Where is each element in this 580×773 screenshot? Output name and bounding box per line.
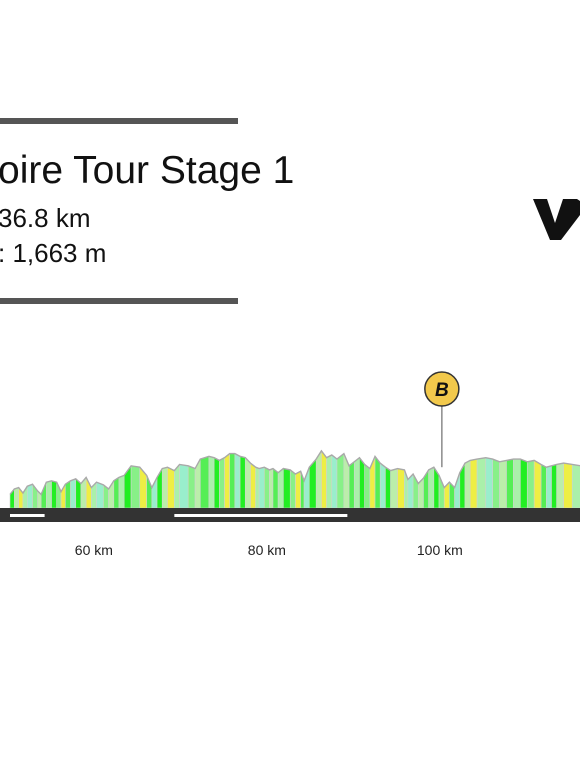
profile-segment bbox=[379, 462, 386, 509]
profile-segment bbox=[533, 459, 542, 509]
km-label: 100 km bbox=[417, 542, 463, 558]
profile-segment bbox=[315, 449, 322, 509]
profile-segment bbox=[485, 457, 493, 509]
stage-elevation-gain: : 1,663 m bbox=[0, 238, 107, 268]
profile-segment bbox=[264, 466, 270, 509]
profile-segment bbox=[454, 472, 461, 509]
km-label: 80 km bbox=[248, 542, 286, 558]
profile-segment bbox=[277, 467, 284, 509]
profile-segment bbox=[321, 449, 327, 509]
profile-segment bbox=[295, 470, 301, 509]
profile-segment bbox=[331, 454, 338, 509]
profile-segment bbox=[374, 455, 381, 509]
profile-segment bbox=[174, 463, 180, 509]
profile-segment bbox=[545, 465, 552, 509]
profile-segment bbox=[469, 458, 478, 509]
profile-segment bbox=[464, 459, 471, 509]
profile-segment bbox=[239, 455, 246, 509]
profile-segment bbox=[513, 458, 521, 509]
profile-segment bbox=[348, 461, 355, 509]
profile-segment bbox=[540, 463, 547, 509]
profile-segment bbox=[551, 464, 557, 509]
profile-segment bbox=[428, 466, 435, 509]
profile-segment bbox=[46, 480, 52, 509]
profile-segment bbox=[272, 467, 279, 509]
profile-segment bbox=[123, 464, 132, 509]
profile-segment bbox=[208, 455, 215, 509]
profile-segment bbox=[96, 481, 104, 509]
profile-segment bbox=[364, 463, 371, 509]
stage-title: oire Tour Stage 1 bbox=[0, 149, 295, 192]
profile-segment bbox=[499, 460, 507, 509]
profile-segment bbox=[571, 464, 580, 509]
profile-segment bbox=[229, 453, 236, 509]
road-stripe bbox=[10, 514, 45, 517]
road-stripe bbox=[174, 514, 348, 517]
profile-segment bbox=[353, 457, 360, 509]
profile-segment bbox=[563, 462, 573, 509]
profile-segment bbox=[269, 468, 274, 509]
profile-segment bbox=[224, 452, 231, 509]
profile-segment bbox=[336, 452, 345, 509]
profile-segment bbox=[255, 466, 260, 509]
profile-segment bbox=[219, 457, 225, 509]
profile-segment bbox=[492, 458, 500, 509]
profile-segment bbox=[213, 457, 220, 509]
profile-segment bbox=[258, 466, 265, 509]
profile-outline bbox=[9, 449, 580, 496]
km-label: 60 km bbox=[75, 542, 113, 558]
profile-segment bbox=[70, 478, 77, 509]
profile-segment bbox=[200, 455, 210, 509]
sprint-marker-circle bbox=[424, 371, 460, 407]
profile-segment bbox=[14, 487, 19, 509]
profile-segment bbox=[167, 466, 175, 509]
profile-segment bbox=[476, 457, 487, 509]
header-top-rule bbox=[0, 118, 238, 124]
profile-segment bbox=[234, 453, 241, 509]
profile-segment bbox=[397, 468, 405, 509]
profile-segment bbox=[385, 466, 391, 509]
profile-segment bbox=[289, 469, 296, 509]
profile-segment bbox=[250, 462, 256, 509]
profile-segment bbox=[40, 482, 47, 509]
profile-segment bbox=[179, 464, 189, 509]
stage-distance: 36.8 km bbox=[0, 203, 91, 233]
profile-segment bbox=[51, 480, 58, 509]
profile-segment bbox=[326, 454, 333, 509]
profile-segment bbox=[113, 476, 120, 509]
sprint-marker-letter: B bbox=[435, 380, 449, 401]
profile-segment bbox=[130, 465, 141, 509]
profile-segment bbox=[187, 465, 196, 509]
profile-segment bbox=[526, 460, 535, 509]
profile-segment bbox=[343, 453, 350, 509]
profile-segment bbox=[556, 462, 564, 509]
profile-segment bbox=[506, 458, 514, 509]
profile-segment bbox=[283, 468, 291, 509]
profile-segment bbox=[161, 466, 168, 509]
profile-segment bbox=[65, 480, 71, 509]
profile-segment bbox=[26, 483, 33, 509]
profile-segment bbox=[118, 474, 125, 509]
profile-segment bbox=[390, 468, 398, 509]
profile-segment bbox=[359, 456, 365, 509]
brand-logo-icon bbox=[533, 199, 580, 240]
header-bottom-rule bbox=[0, 298, 238, 304]
profile-segment bbox=[244, 456, 251, 509]
profile-segment bbox=[156, 467, 163, 509]
profile-segment bbox=[520, 458, 528, 509]
